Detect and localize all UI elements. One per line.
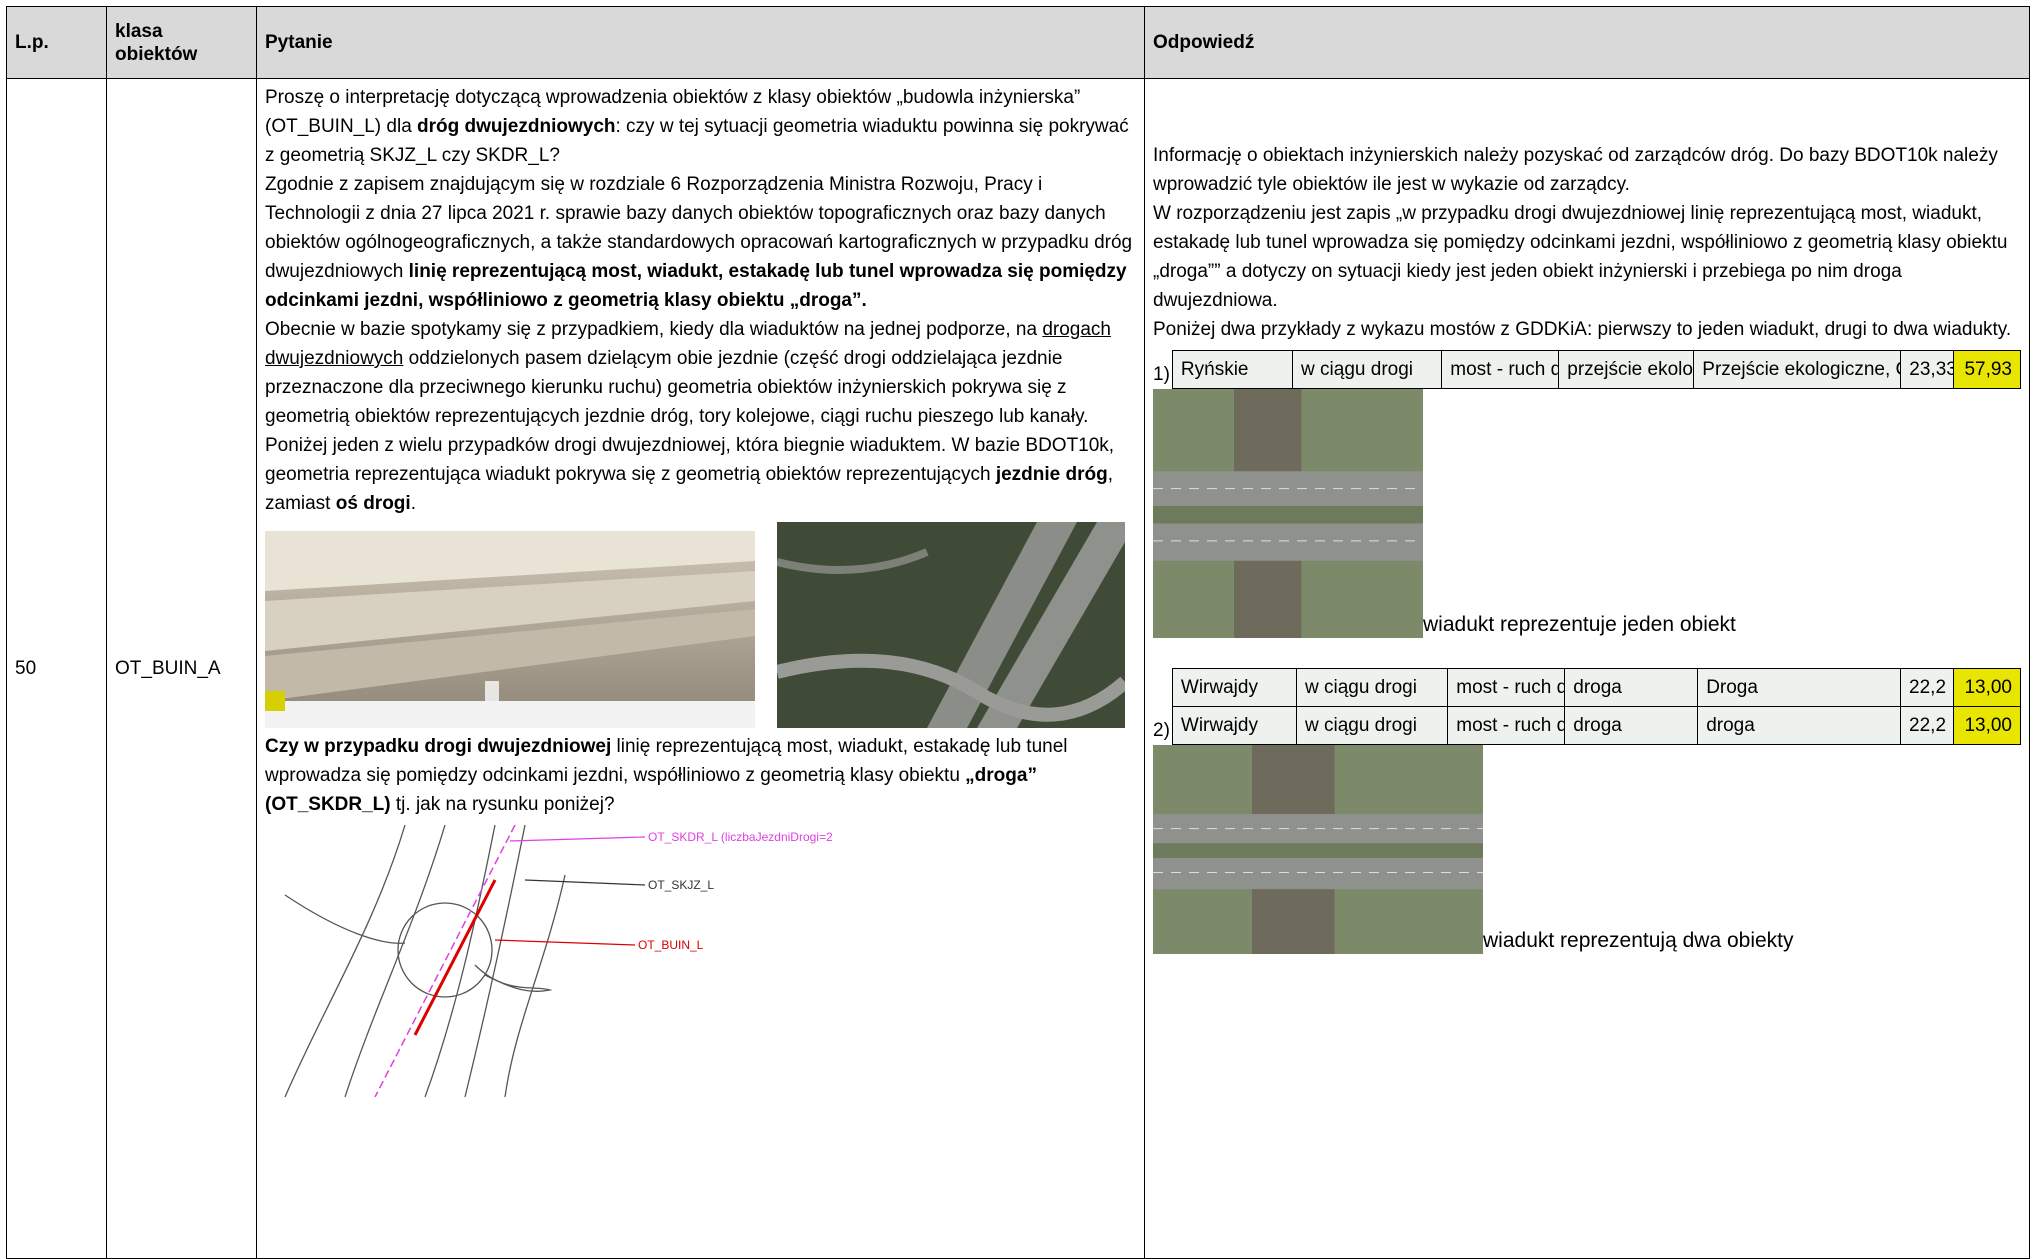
aerial-photo — [1153, 389, 1423, 638]
paragraph: Zgodnie z zapisem znajdującym się w rozd… — [265, 170, 1136, 315]
photos — [265, 522, 1136, 728]
answer-text: Informację o obiektach inżynierskich nal… — [1153, 83, 2021, 344]
text-run: linię reprezentującą most, wiadukt, esta… — [265, 261, 1127, 311]
text-run: oś drogi — [335, 493, 411, 514]
text-run: . — [410, 493, 416, 514]
snippet-cell: 57,93 — [1953, 350, 2021, 389]
example-image-row: wiadukt reprezentują dwa obiekty — [1153, 745, 2021, 954]
text-run: Obecnie w bazie spotykamy się z przypadk… — [265, 319, 1043, 340]
text-run: dróg dwujezdniowych — [417, 116, 616, 137]
snippet-cell: most - ruch drogowy — [1447, 706, 1566, 745]
diagram: OT_SKDR_L (liczbaJezdniDrogi=2) OT_SKJZ_… — [284, 824, 837, 1098]
text-run: oddzielonych pasem dzielącym obie jezdni… — [265, 348, 1089, 427]
text-run: Zgodnie z zapisem znajdującym się w rozd… — [265, 174, 1133, 282]
snippet-cell: 13,00 — [1953, 668, 2021, 707]
paragraph: Poniżej dwa przykłady z wykazu mostów z … — [1153, 315, 2021, 344]
diagram-label: OT_SKJZ_L — [648, 878, 714, 892]
paragraph: Czy w przypadku drogi dwujezdniowej lini… — [265, 732, 1136, 819]
aerial-photo — [1153, 745, 1483, 954]
snippet-cell: 22,2 — [1900, 706, 1955, 745]
text-run: jezdnie dróg — [995, 464, 1108, 485]
example-caption: wiadukt reprezentuje jeden obiekt — [1423, 613, 1736, 636]
example-image-row: wiadukt reprezentuje jeden obiekt — [1153, 389, 2021, 638]
photo-aerial-viaduct — [777, 522, 1125, 728]
snippet-cell: przejście ekologiczne, ciąg r — [1558, 350, 1695, 389]
snippet-cell: Wirwajdy — [1171, 668, 1297, 707]
lp-cell: 50 — [6, 78, 107, 1259]
class-cell: OT_BUIN_A — [106, 78, 257, 1259]
header-cell: klasa obiektów — [106, 6, 257, 79]
snippet-cell: droga — [1564, 706, 1699, 745]
photo-shape — [1234, 560, 1302, 638]
example-label: 2) — [1153, 720, 1170, 741]
photo-shape — [1252, 889, 1335, 954]
text-run: Proszę o interpretację dotyczącą wprowad… — [265, 87, 1081, 137]
paragraph: W rozporządzeniu jest zapis „w przypadku… — [1153, 199, 2021, 315]
photo-shape — [1252, 745, 1335, 814]
text-run: drogach dwujezdniowych — [265, 319, 1111, 369]
diagram-label: OT_BUIN_L — [638, 938, 704, 952]
snippet-cell: Ryńskie — [1171, 350, 1294, 389]
paragraph: Proszę o interpretację dotyczącą wprowad… — [265, 83, 1136, 170]
snippet-cell: Wirwajdy — [1171, 706, 1297, 745]
qa-table: L.p. klasa obiektów Pytanie Odpowiedź 50… — [6, 6, 2030, 1259]
snippet-cell: w ciągu drogi — [1295, 706, 1449, 745]
text-run: „droga” (OT_SKDR_L) — [265, 765, 1037, 815]
example-caption: wiadukt reprezentują dwa obiekty — [1483, 929, 1794, 952]
photo-shape — [1153, 506, 1423, 524]
header-row: L.p. klasa obiektów Pytanie Odpowiedź — [6, 6, 2030, 79]
snippet-cell: Przejście ekologiczne, CIĄG RUCHU PIESZE… — [1693, 350, 1902, 389]
snippet-cell: droga — [1564, 668, 1699, 707]
question-text: Czy w przypadku drogi dwujezdniowej lini… — [265, 732, 1136, 819]
paragraph: Poniżej jeden z wielu przypadków drogi d… — [265, 431, 1136, 518]
text-run: tj. jak na rysunku poniżej? — [390, 794, 615, 815]
text-run: Poniżej jeden z wielu przypadków drogi d… — [265, 435, 1115, 485]
snippet-cell: Droga — [1697, 668, 1902, 707]
snippet-cell: w ciągu drogi — [1295, 668, 1449, 707]
text-run: , zamiast — [265, 464, 1114, 514]
header-cell: Odpowiedź — [1144, 6, 2030, 79]
question-text: Proszę o interpretację dotyczącą wprowad… — [265, 83, 1136, 518]
page-body: L.p. klasa obiektów Pytanie Odpowiedź 50… — [6, 6, 2030, 1259]
header-cell: Pytanie — [256, 6, 1145, 79]
snippet-cell: 22,2 — [1900, 668, 1955, 707]
page: BDOT10k html, body { margin: 0; padding:… — [6, 6, 2030, 1259]
snippet-cell: 13,00 — [1953, 706, 2021, 745]
text-run: Poniżej dwa przykłady z wykazu mostów z … — [1153, 319, 2012, 340]
text-run: Informację o obiektach inżynierskich nal… — [1153, 145, 1998, 195]
paragraph: Informację o obiektach inżynierskich nal… — [1153, 141, 2021, 199]
photo-shape — [1234, 389, 1302, 472]
photo-shape — [1153, 843, 1483, 858]
snippet-cell: most - ruch drogowy — [1441, 350, 1560, 389]
snippet-cell: w ciągu drogi — [1292, 350, 1443, 389]
text-run: linię reprezentującą most, wiadukt, esta… — [265, 736, 1068, 786]
snippet-cell: droga — [1697, 706, 1902, 745]
diagram-label: OT_SKDR_L (liczbaJezdniDrogi=2) — [648, 830, 832, 844]
paragraph: Obecnie w bazie spotykamy się z przypadk… — [265, 315, 1136, 431]
question-cell: Proszę o interpretację dotyczącą wprowad… — [256, 78, 1145, 1259]
photo-viaduct-underside — [265, 531, 755, 728]
body-row: 50 OT_BUIN_A Proszę o interpretację doty… — [6, 78, 2030, 1259]
answer-cell: Informację o obiektach inżynierskich nal… — [1144, 78, 2030, 1259]
text-run: Czy w przypadku drogi dwujezdniowej — [265, 736, 612, 757]
snippet-cell: 23,33 — [1900, 350, 1955, 389]
text-run: W rozporządzeniu jest zapis „w przypadku… — [1153, 203, 2008, 311]
header-cell: L.p. — [6, 6, 107, 79]
text-run: : czy w tej sytuacji geometria wiaduktu … — [265, 116, 1129, 166]
example-label: 1) — [1153, 364, 1170, 385]
snippet-cell: most - ruch drogowy — [1447, 668, 1566, 707]
